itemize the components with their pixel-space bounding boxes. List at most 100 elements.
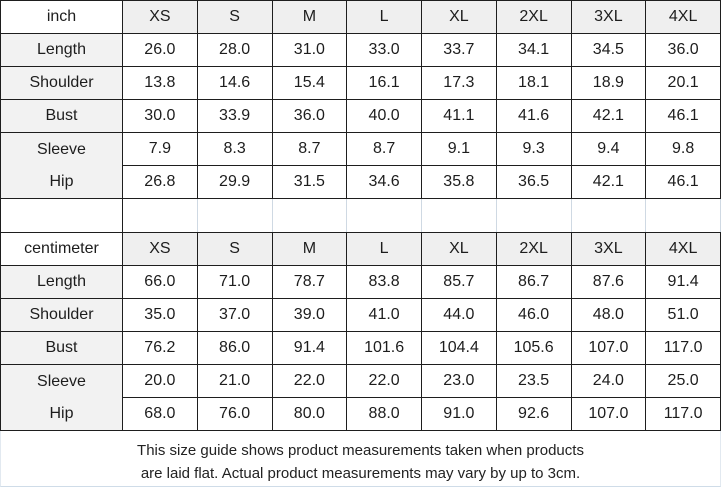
value-cell: 36.0 xyxy=(272,100,348,133)
value-cell: 86.0 xyxy=(197,332,273,365)
value-cell: 41.6 xyxy=(496,100,572,133)
value-cell: 31.0 xyxy=(272,34,348,67)
value-cell: 76.2 xyxy=(123,332,198,365)
value-cell: 9.1 xyxy=(422,133,497,166)
value-cell: 34.1 xyxy=(496,34,572,67)
size-header-cell: XL xyxy=(422,1,497,34)
value-cell: 36.5 xyxy=(496,166,572,199)
value-cell: 22.0 xyxy=(347,365,422,398)
value-cell: 41.0 xyxy=(347,299,422,332)
value-cell: 28.0 xyxy=(197,34,273,67)
row-label-cell: Hip xyxy=(1,166,123,199)
row-label-cell: Bust xyxy=(1,100,123,133)
value-cell: 20.0 xyxy=(123,365,198,398)
row-label-cell: Sleeve xyxy=(1,365,123,398)
value-cell: 35.8 xyxy=(422,166,497,199)
value-cell: 101.6 xyxy=(347,332,422,365)
value-cell: 21.0 xyxy=(197,365,273,398)
size-header-cell: 3XL xyxy=(571,233,647,266)
value-cell: 33.7 xyxy=(422,34,497,67)
value-cell: 8.7 xyxy=(347,133,422,166)
value-cell: 44.0 xyxy=(422,299,497,332)
value-cell: 33.9 xyxy=(197,100,273,133)
size-header-cell: XL xyxy=(422,233,497,266)
unit-header-cell: inch xyxy=(1,1,123,34)
value-cell: 76.0 xyxy=(197,398,273,431)
separator-row xyxy=(0,199,721,232)
value-cell: 78.7 xyxy=(272,266,348,299)
value-cell: 104.4 xyxy=(422,332,497,365)
value-cell: 9.3 xyxy=(496,133,572,166)
size-header-cell: 3XL xyxy=(571,1,647,34)
row-label-cell: Hip xyxy=(1,398,123,431)
separator-cell xyxy=(1,199,123,232)
value-cell: 91.4 xyxy=(646,266,721,299)
separator-cell xyxy=(123,199,198,232)
unit-header-cell: centimeter xyxy=(1,233,123,266)
row-label-cell: Shoulder xyxy=(1,67,123,100)
inch-table: inch XS S M L XL 2XL 3XL 4XL Length 26.0 28.0 31.0 33… xyxy=(0,0,721,199)
value-cell: 20.1 xyxy=(646,67,721,100)
value-cell: 26.8 xyxy=(123,166,198,199)
value-cell: 48.0 xyxy=(571,299,647,332)
value-cell: 46.1 xyxy=(646,100,721,133)
value-cell: 107.0 xyxy=(571,398,647,431)
value-cell: 23.0 xyxy=(422,365,497,398)
value-cell: 71.0 xyxy=(197,266,273,299)
value-cell: 85.7 xyxy=(422,266,497,299)
value-cell: 9.8 xyxy=(646,133,721,166)
size-header-cell: 4XL xyxy=(646,233,721,266)
size-header-cell: XS xyxy=(123,233,198,266)
separator-cell xyxy=(572,199,647,232)
value-cell: 22.0 xyxy=(272,365,348,398)
size-header-cell: S xyxy=(197,233,273,266)
value-cell: 40.0 xyxy=(347,100,422,133)
centimeter-table: centimeter XS S M L XL 2XL 3XL 4XL Length 66.0 71.0… xyxy=(0,232,721,431)
value-cell: 87.6 xyxy=(571,266,647,299)
value-cell: 117.0 xyxy=(646,398,721,431)
value-cell: 34.5 xyxy=(571,34,647,67)
value-cell: 26.0 xyxy=(123,34,198,67)
value-cell: 91.0 xyxy=(422,398,497,431)
row-label-cell: Bust xyxy=(1,332,123,365)
value-cell: 42.1 xyxy=(571,100,647,133)
value-cell: 8.3 xyxy=(197,133,273,166)
value-cell: 91.4 xyxy=(272,332,348,365)
footer-line2: are laid flat. Actual product measuremen… xyxy=(140,465,581,482)
row-label-cell: Length xyxy=(1,34,123,67)
value-cell: 107.0 xyxy=(571,332,647,365)
value-cell: 105.6 xyxy=(496,332,572,365)
size-header-cell: L xyxy=(347,233,422,266)
size-header-cell: M xyxy=(272,233,348,266)
value-cell: 88.0 xyxy=(347,398,422,431)
size-header-cell: L xyxy=(347,1,422,34)
value-cell: 18.9 xyxy=(571,67,647,100)
value-cell: 68.0 xyxy=(123,398,198,431)
separator-cell xyxy=(347,199,422,232)
value-cell: 13.8 xyxy=(123,67,198,100)
separator-cell xyxy=(497,199,572,232)
value-cell: 92.6 xyxy=(496,398,572,431)
value-cell: 7.9 xyxy=(123,133,198,166)
value-cell: 33.0 xyxy=(347,34,422,67)
value-cell: 18.1 xyxy=(496,67,572,100)
value-cell: 14.6 xyxy=(197,67,273,100)
value-cell: 83.8 xyxy=(347,266,422,299)
value-cell: 39.0 xyxy=(272,299,348,332)
value-cell: 117.0 xyxy=(646,332,721,365)
value-cell: 34.6 xyxy=(347,166,422,199)
value-cell: 46.0 xyxy=(496,299,572,332)
value-cell: 25.0 xyxy=(646,365,721,398)
size-header-cell: M xyxy=(272,1,348,34)
value-cell: 80.0 xyxy=(272,398,348,431)
size-header-cell: XS xyxy=(123,1,198,34)
row-label-cell: Sleeve xyxy=(1,133,123,166)
value-cell: 66.0 xyxy=(123,266,198,299)
footer-line1: This size guide shows product measuremen… xyxy=(137,442,584,459)
value-cell: 36.0 xyxy=(646,34,721,67)
value-cell: 30.0 xyxy=(123,100,198,133)
value-cell: 31.5 xyxy=(272,166,348,199)
separator-cell xyxy=(422,199,497,232)
row-label-cell: Length xyxy=(1,266,123,299)
